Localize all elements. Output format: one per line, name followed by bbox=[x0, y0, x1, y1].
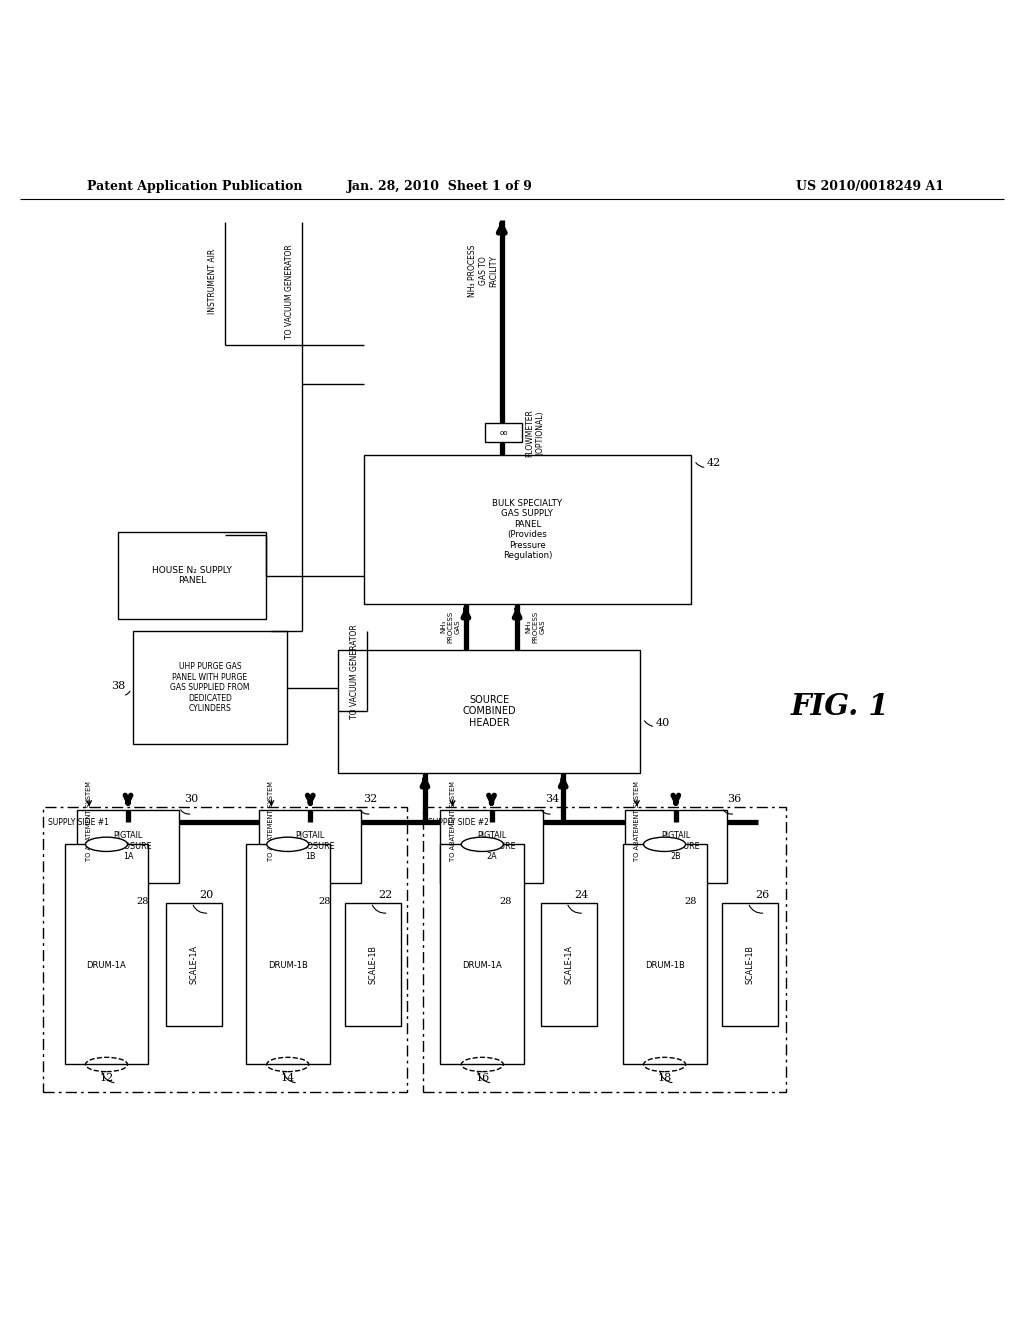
Text: DRUM-1B: DRUM-1B bbox=[268, 961, 307, 970]
Text: SCALE-1A: SCALE-1A bbox=[564, 945, 573, 983]
Text: 42: 42 bbox=[707, 458, 721, 469]
Text: BULK SPECIALTY
GAS SUPPLY
PANEL
(Provides
Pressure
Regulation): BULK SPECIALTY GAS SUPPLY PANEL (Provide… bbox=[493, 499, 562, 560]
Text: TO ABATEMENT SYSTEM: TO ABATEMENT SYSTEM bbox=[86, 781, 92, 861]
Text: HOUSE N₂ SUPPLY
PANEL: HOUSE N₂ SUPPLY PANEL bbox=[152, 566, 232, 585]
Text: SCALE-1A: SCALE-1A bbox=[189, 945, 199, 983]
Bar bbox=[133, 631, 287, 744]
Text: TO ABATEMENT SYSTEM: TO ABATEMENT SYSTEM bbox=[450, 781, 456, 861]
Text: NH₃
PROCESS
GAS: NH₃ PROCESS GAS bbox=[525, 611, 546, 643]
Bar bbox=[541, 903, 597, 1026]
Text: 14: 14 bbox=[281, 1073, 295, 1082]
Text: TO VACUUM GENERATOR: TO VACUUM GENERATOR bbox=[350, 624, 358, 718]
Text: 28: 28 bbox=[318, 898, 331, 906]
Bar bbox=[625, 809, 727, 883]
Text: 30: 30 bbox=[184, 795, 199, 804]
Text: 16: 16 bbox=[475, 1073, 489, 1082]
Text: TO ABATEMENT SYSTEM: TO ABATEMENT SYSTEM bbox=[268, 781, 274, 861]
Bar bbox=[118, 532, 266, 619]
Ellipse shape bbox=[86, 837, 128, 851]
Bar bbox=[440, 809, 543, 883]
Text: SCALE-1B: SCALE-1B bbox=[369, 945, 378, 983]
Text: 32: 32 bbox=[364, 795, 378, 804]
Text: 38: 38 bbox=[111, 681, 125, 690]
Bar bbox=[623, 845, 707, 1064]
Bar bbox=[722, 903, 778, 1026]
Bar bbox=[77, 809, 179, 883]
Text: 26: 26 bbox=[755, 890, 769, 900]
Bar bbox=[43, 808, 407, 1092]
Text: DRUM-1A: DRUM-1A bbox=[87, 961, 126, 970]
Text: TO VACUUM GENERATOR: TO VACUUM GENERATOR bbox=[286, 244, 294, 339]
Text: 28: 28 bbox=[136, 898, 148, 906]
Text: PIGTAIL
ENCLOSURE
1B: PIGTAIL ENCLOSURE 1B bbox=[286, 832, 335, 861]
Bar bbox=[338, 649, 640, 772]
Text: 40: 40 bbox=[655, 718, 670, 729]
Text: 28: 28 bbox=[500, 898, 512, 906]
Text: 20: 20 bbox=[199, 890, 213, 900]
Text: 18: 18 bbox=[657, 1073, 672, 1082]
Ellipse shape bbox=[266, 837, 309, 851]
Text: SUPPLY SIDE #2: SUPPLY SIDE #2 bbox=[428, 817, 488, 826]
Text: Jan. 28, 2010  Sheet 1 of 9: Jan. 28, 2010 Sheet 1 of 9 bbox=[347, 181, 534, 194]
Ellipse shape bbox=[644, 837, 686, 851]
Text: PIGTAIL
ENCLOSURE
2B: PIGTAIL ENCLOSURE 2B bbox=[651, 832, 700, 861]
Bar bbox=[246, 845, 330, 1064]
Text: PIGTAIL
ENCLOSURE
1A: PIGTAIL ENCLOSURE 1A bbox=[103, 832, 153, 861]
Text: 36: 36 bbox=[727, 795, 741, 804]
Text: US 2010/0018249 A1: US 2010/0018249 A1 bbox=[797, 181, 944, 194]
Bar bbox=[423, 808, 786, 1092]
Text: oo: oo bbox=[500, 430, 508, 436]
Text: 22: 22 bbox=[379, 890, 392, 900]
Text: NH₃ PROCESS
GAS TO
FACILITY: NH₃ PROCESS GAS TO FACILITY bbox=[468, 244, 499, 297]
Text: SOURCE
COMBINED
HEADER: SOURCE COMBINED HEADER bbox=[462, 694, 516, 727]
Bar bbox=[485, 424, 522, 442]
Text: UHP PURGE GAS
PANEL WITH PURGE
GAS SUPPLIED FROM
DEDICATED
CYLINDERS: UHP PURGE GAS PANEL WITH PURGE GAS SUPPL… bbox=[170, 663, 250, 713]
Text: NH₃
PROCESS
GAS: NH₃ PROCESS GAS bbox=[440, 611, 461, 643]
Text: FLOWMETER
(OPTIONAL): FLOWMETER (OPTIONAL) bbox=[525, 409, 544, 457]
Bar bbox=[440, 845, 524, 1064]
Bar bbox=[345, 903, 401, 1026]
Text: TO ABATEMENT SYSTEM: TO ABATEMENT SYSTEM bbox=[634, 781, 640, 861]
Text: Patent Application Publication: Patent Application Publication bbox=[87, 181, 302, 194]
Text: FIG. 1: FIG. 1 bbox=[791, 692, 889, 721]
Bar bbox=[166, 903, 222, 1026]
Text: 34: 34 bbox=[545, 795, 559, 804]
Text: 24: 24 bbox=[573, 890, 588, 900]
Text: 28: 28 bbox=[684, 898, 696, 906]
Text: DRUM-1B: DRUM-1B bbox=[645, 961, 684, 970]
Bar bbox=[65, 845, 148, 1064]
Text: PIGTAIL
ENCLOSURE
2A: PIGTAIL ENCLOSURE 2A bbox=[467, 832, 516, 861]
Text: 12: 12 bbox=[99, 1073, 114, 1082]
Text: DRUM-1A: DRUM-1A bbox=[463, 961, 502, 970]
Text: INSTRUMENT AIR: INSTRUMENT AIR bbox=[209, 248, 217, 314]
Text: SUPPLY SIDE #1: SUPPLY SIDE #1 bbox=[48, 817, 109, 826]
Bar bbox=[364, 455, 691, 603]
Bar bbox=[259, 809, 361, 883]
Ellipse shape bbox=[461, 837, 504, 851]
Text: SCALE-1B: SCALE-1B bbox=[745, 945, 755, 983]
